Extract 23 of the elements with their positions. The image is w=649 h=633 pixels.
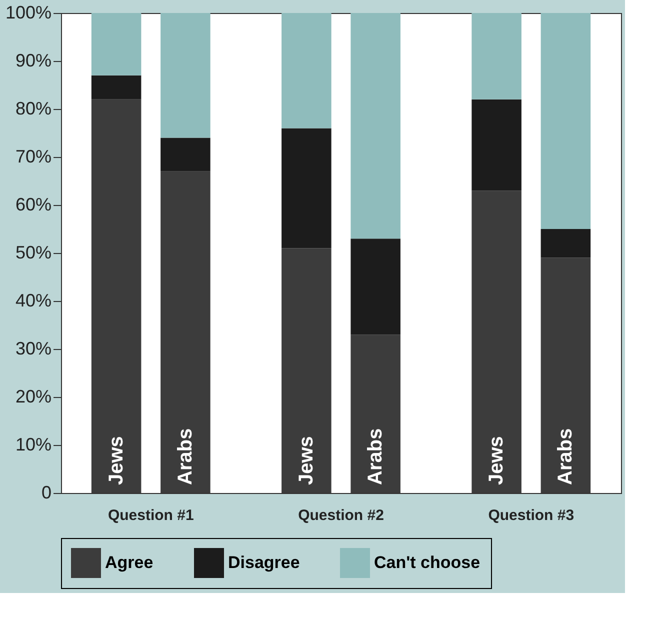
x-tick-label: Arabs <box>554 428 577 485</box>
y-tick-label: 90% <box>15 50 52 70</box>
text: Question #3 <box>488 507 574 524</box>
y-tick-label: 0 <box>41 482 52 502</box>
y-tick-label: 30% <box>15 338 52 358</box>
y-tick-label: 100% <box>5 2 52 22</box>
x-tick-label: Jews <box>486 436 508 485</box>
x-tick-label: Jews <box>105 436 128 485</box>
y-tick-label: 10% <box>15 434 52 454</box>
y-tick-label: 50% <box>15 242 52 262</box>
x-tick-label: Arabs <box>174 428 196 485</box>
text: Question #2 <box>298 507 384 524</box>
legend-label: Agree <box>105 553 154 572</box>
legend-label: Disagree <box>228 553 300 572</box>
y-tick-label: 40% <box>15 290 52 310</box>
y-tick-label: 60% <box>15 194 52 214</box>
y-tick-label: 80% <box>15 98 52 118</box>
y-tick-label: 20% <box>15 386 52 406</box>
y-tick-label: 70% <box>15 146 52 166</box>
x-tick-label: Jews <box>295 436 318 485</box>
legend-label: Can't choose <box>374 553 480 572</box>
text: Question #1 <box>108 507 194 524</box>
x-tick-label: Arabs <box>364 428 387 485</box>
